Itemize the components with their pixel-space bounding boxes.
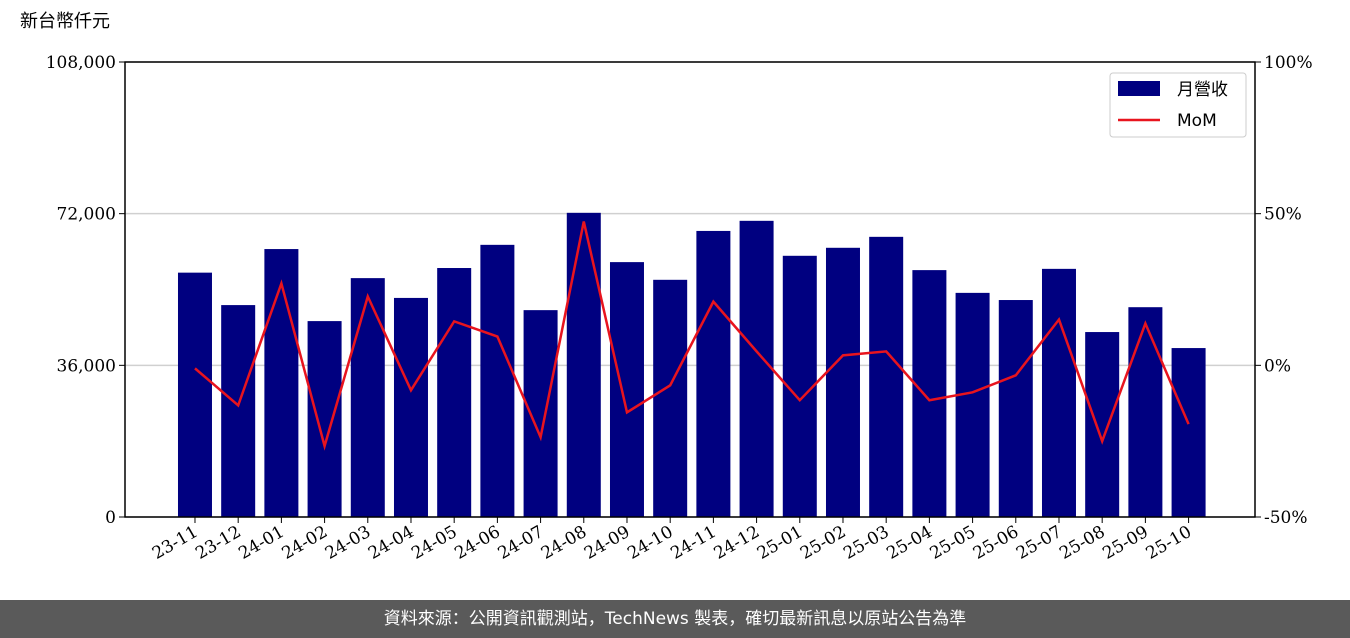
x-tick-label: 25-08 (1056, 522, 1108, 564)
x-tick-label: 25-03 (840, 522, 892, 564)
x-tick-label: 24-11 (667, 522, 719, 564)
line (194, 221, 1190, 451)
bar (825, 247, 860, 517)
bar (566, 212, 601, 517)
x-tick-label: 25-10 (1143, 522, 1195, 564)
x-tick-label: 25-07 (1013, 522, 1065, 564)
bar (177, 272, 212, 517)
bar (1171, 348, 1206, 517)
bar (653, 279, 688, 517)
y-tick-label: 36,000 (57, 356, 116, 376)
x-tick-label: 24-04 (365, 522, 417, 564)
bar (739, 220, 774, 517)
x-tick-label: 23-12 (192, 522, 244, 564)
y-axis-label: 新台幣仟元 (20, 11, 110, 32)
chart: 新台幣仟元 0 36,000 72,000 108,000 -50% 0% 50% 100% 2… (20, 11, 1313, 564)
y2-tick-label: 100% (1264, 53, 1313, 73)
bar (264, 249, 299, 518)
bar (869, 236, 904, 518)
legend-label: MoM (1177, 111, 1217, 131)
x-tick-label: 24-09 (581, 522, 633, 564)
bar (307, 321, 342, 517)
x-tick-label: 25-09 (1099, 522, 1151, 564)
x-tick-label: 24-05 (408, 522, 460, 564)
y2-tick-label: -50% (1264, 508, 1308, 528)
y2-tick-label: 50% (1264, 205, 1302, 225)
bar (696, 230, 731, 517)
bar (1085, 332, 1120, 517)
bar (912, 270, 947, 517)
x-tick-label: 25-04 (883, 522, 935, 564)
bar (998, 300, 1033, 517)
y-tick-label: 0 (105, 508, 116, 528)
y-tick-label: 108,000 (46, 53, 116, 73)
legend-swatch (1118, 81, 1160, 96)
x-tick-label: 25-01 (754, 522, 806, 564)
bar (393, 297, 428, 517)
x-tick-label: 23-11 (149, 522, 201, 564)
x-tick-label: 24-07 (495, 522, 547, 564)
x-tick-label: 25-02 (797, 522, 849, 564)
bar (523, 310, 558, 517)
footer: 資料來源：公開資訊觀測站，TechNews 製表，確切最新訊息以原站公告為準 (0, 600, 1350, 638)
x-tick-label: 24-06 (451, 522, 503, 564)
bar (480, 244, 515, 517)
x-tick-label: 24-12 (711, 522, 763, 564)
bar (955, 292, 990, 517)
x-tick-label: 25-05 (927, 522, 979, 564)
y2-tick-label: 0% (1264, 356, 1291, 376)
plot-frame (124, 61, 1256, 518)
y-tick-label: 72,000 (57, 205, 116, 225)
x-tick-label: 24-08 (538, 522, 590, 564)
x-tick-label: 24-01 (235, 522, 287, 564)
x-tick-label: 24-02 (279, 522, 331, 564)
x-tick-label: 25-06 (970, 522, 1022, 564)
legend-label: 月營收 (1177, 80, 1228, 100)
bar (1128, 307, 1163, 517)
x-tick-label: 24-03 (322, 522, 374, 564)
bar (609, 262, 644, 517)
bar (350, 278, 385, 517)
bar (221, 305, 256, 517)
x-tick-label: 24-10 (624, 522, 676, 564)
bar (1041, 268, 1076, 517)
bar (437, 268, 472, 517)
